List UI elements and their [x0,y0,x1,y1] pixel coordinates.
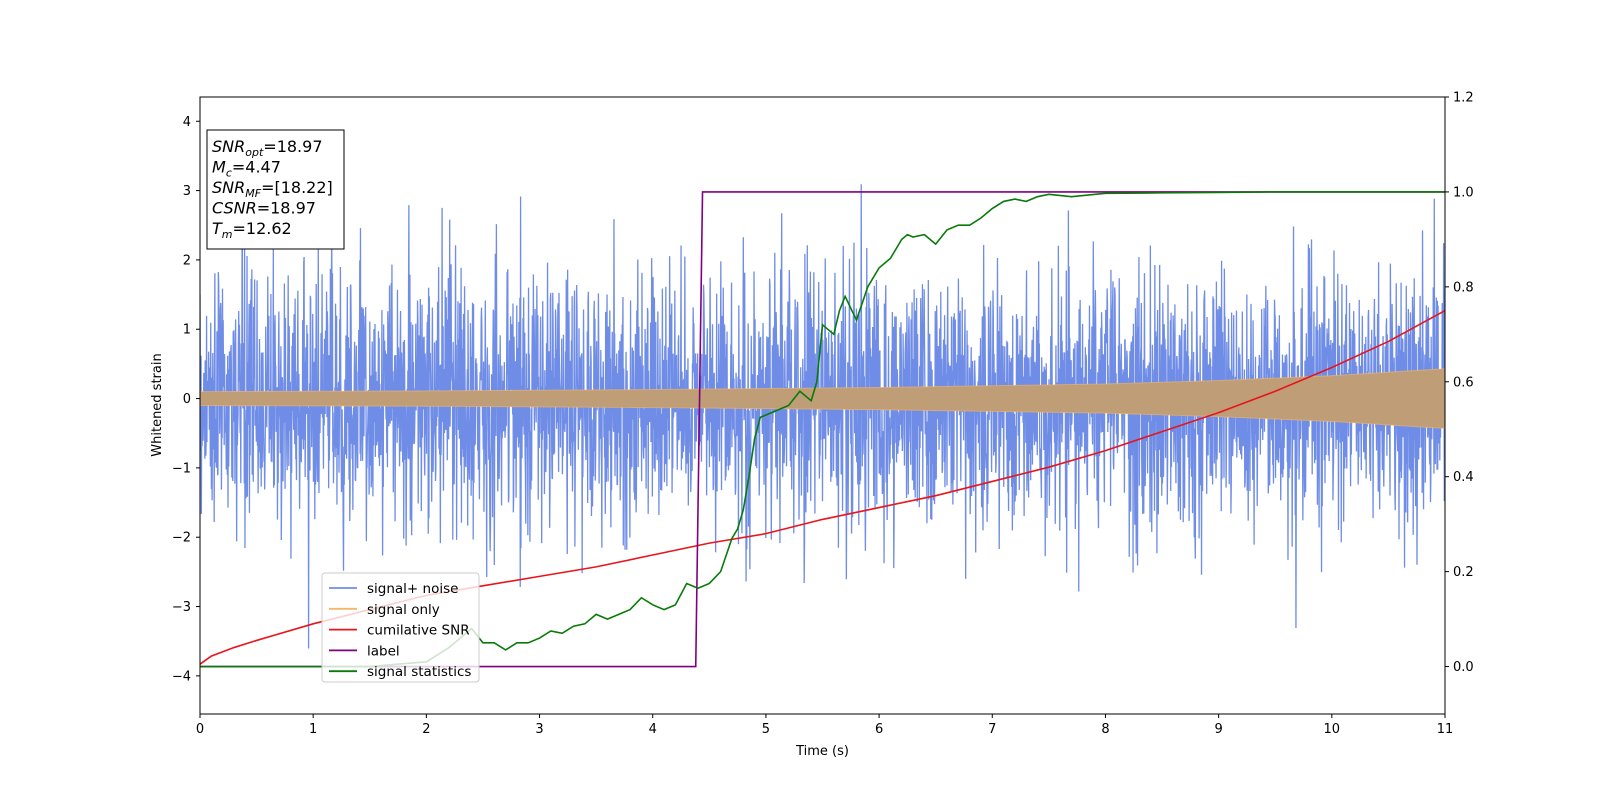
y-right-tick-label: 0.4 [1453,470,1474,485]
x-tick-label: 11 [1437,722,1454,737]
y-left-tick-label: 4 [183,115,191,130]
legend-label: signal statistics [367,664,471,680]
x-tick-label: 8 [1101,722,1109,737]
annotation-line: SNRopt=18.97 [212,137,323,159]
y-left-tick-label: 1 [183,323,191,338]
annotation-line: Mc=4.47 [212,158,281,180]
y-right-tick-label: 0.2 [1453,565,1474,580]
x-axis-label: Time (s) [795,744,849,759]
legend-label: signal only [367,602,440,618]
x-tick-label: 9 [1214,722,1222,737]
legend-label: cumilative SNR [367,623,470,639]
x-tick-label: 6 [875,722,883,737]
x-tick-label: 0 [196,722,204,737]
x-tick-label: 3 [535,722,543,737]
y-left-tick-label: −2 [172,531,191,546]
x-tick-label: 5 [762,722,770,737]
legend-label: signal+ noise [367,581,458,597]
series-cumilative-snr [200,309,1445,665]
x-tick-label: 4 [649,722,657,737]
y-left-tick-label: −3 [172,600,191,615]
y-left-tick-label: 0 [183,392,191,407]
x-tick-label: 7 [988,722,996,737]
y-left-tick-label: 3 [183,184,191,199]
annotation-line: SNRMF=[18.22] [212,178,333,200]
series-signal-only [200,368,1445,429]
y-left-tick-label: −4 [172,669,191,684]
x-tick-label: 2 [422,722,430,737]
y-right-tick-label: 0.8 [1453,280,1474,295]
y-right-tick-label: 0.6 [1453,375,1474,390]
legend: signal+ noise signal only cumilative SNR la… [321,572,480,683]
legend-label: label [367,643,400,659]
annotation-line: CSNR=18.97 [212,199,316,218]
x-tick-label: 10 [1324,722,1341,737]
plot-frame [199,96,1446,715]
y-axis-label: Whitened strain [150,353,165,456]
y-left-tick-label: 2 [183,253,191,268]
annotation-line: Tm=12.62 [212,219,292,241]
y-right-tick-label: 1.0 [1453,185,1474,200]
x-tick-label: 1 [309,722,317,737]
y-left-tick-label: −1 [172,461,191,476]
y-right-tick-label: 0.0 [1453,660,1474,675]
series-signal-statistics [200,191,1445,668]
annotation-box: SNRopt=18.97Mc=4.47SNRMF=[18.22]CSNR=18.… [206,129,345,250]
y-right-tick-label: 1.2 [1453,91,1474,106]
